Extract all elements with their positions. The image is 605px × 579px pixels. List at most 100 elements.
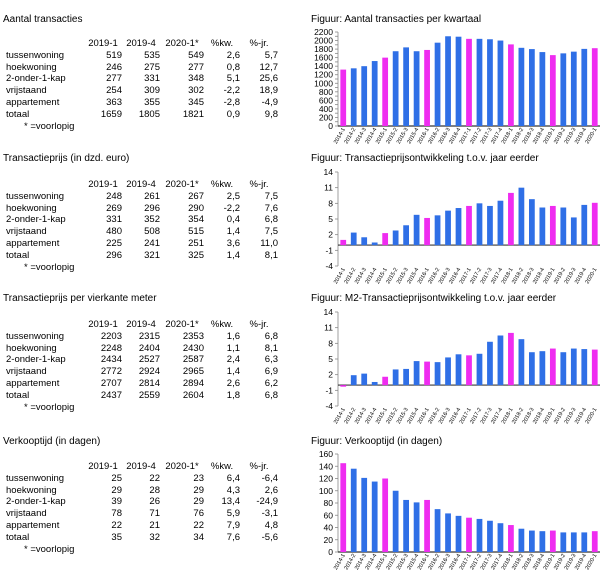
table-cell: 7,5 xyxy=(264,190,278,202)
bar xyxy=(424,361,430,386)
table-cell: 5,7 xyxy=(264,49,278,61)
column-header: %-jr. xyxy=(249,38,269,49)
y-tick-label: 2 xyxy=(328,370,333,380)
bar xyxy=(413,361,420,386)
y-tick-label: 400 xyxy=(319,104,333,114)
bar xyxy=(497,40,504,126)
bar xyxy=(549,348,556,386)
bar xyxy=(539,52,546,126)
table-cell: 1821 xyxy=(182,108,204,120)
footnote: * =voorlopig xyxy=(24,261,75,273)
y-tick-label: 11 xyxy=(324,323,333,333)
table-row: hoekwoning 269 296 290 -2,2 7,6 xyxy=(6,203,278,215)
column-header: 2019-4 xyxy=(126,38,156,49)
table-cell: 2,6 xyxy=(226,377,240,389)
bar xyxy=(560,207,567,246)
bar xyxy=(403,47,409,126)
table-row: tussenwoning 519 535 549 2,6 5,7 xyxy=(6,50,278,62)
table-cell: 267 xyxy=(188,190,204,202)
bar xyxy=(508,192,514,246)
table-cell: 78 xyxy=(111,508,122,520)
row-label: vrijstaand xyxy=(6,226,47,238)
table-cell: 549 xyxy=(188,49,204,61)
table-cell: 2434 xyxy=(100,354,122,366)
column-header: 2020-1* xyxy=(165,461,199,472)
table-cell: 355 xyxy=(144,96,160,108)
table-row: vrijstaand 480 508 515 1,4 7,5 xyxy=(6,226,278,238)
row-label: 2-onder-1-kap xyxy=(6,214,66,226)
column-header: 2019-1 xyxy=(88,319,118,330)
table-cell: 18,9 xyxy=(259,85,279,97)
bar xyxy=(476,38,483,127)
bar xyxy=(581,532,588,552)
bar xyxy=(361,477,368,552)
table-cell: 241 xyxy=(144,237,160,249)
table-row: 2-onder-1-kap 39 26 29 13,4 -24,9 xyxy=(6,496,278,508)
table-cell: 2315 xyxy=(138,330,160,342)
column-header: %kw. xyxy=(210,38,234,49)
table-cell: 246 xyxy=(106,61,122,73)
bar xyxy=(361,237,368,246)
table-cell: 5,1 xyxy=(226,73,240,85)
table-cell: 8,1 xyxy=(264,342,278,354)
table-cell: 5,9 xyxy=(226,508,240,520)
table-cell: 11,0 xyxy=(260,237,278,249)
bar xyxy=(361,66,368,126)
bar xyxy=(340,239,347,246)
row-label: vrijstaand xyxy=(6,85,47,97)
y-tick-label: -4 xyxy=(325,401,333,411)
bar xyxy=(497,335,504,386)
table-cell: 6,4 xyxy=(226,472,240,484)
row-label: totaal xyxy=(6,531,30,543)
bar xyxy=(403,368,409,386)
bar xyxy=(591,48,598,126)
table-cell: 6,3 xyxy=(264,354,278,366)
stats-table: 2019-1 2019-4 2020-1* %kw. %-jr. tussenwoning… xyxy=(6,179,278,273)
table-cell: 277 xyxy=(106,73,122,85)
table-cell: 2404 xyxy=(138,342,160,354)
table-cell: 12,7 xyxy=(259,61,279,73)
bar xyxy=(518,47,525,126)
table-cell: 6,8 xyxy=(264,214,278,226)
footnote: * =voorlopig xyxy=(24,543,75,555)
table-header-row: 2019-1 2019-4 2020-1* %kw. %-jr. xyxy=(6,179,278,191)
footnote: * =voorlopig xyxy=(24,120,75,132)
table-cell: 261 xyxy=(144,190,160,202)
table-cell: 1,1 xyxy=(226,342,240,354)
table-row: vrijstaand 254 309 302 -2,2 18,9 xyxy=(6,85,278,97)
table-cell: 254 xyxy=(106,85,122,97)
bar xyxy=(382,376,389,386)
table-cell: 2,6 xyxy=(264,484,278,496)
bar xyxy=(539,207,546,246)
table-cell: 0,8 xyxy=(226,61,240,73)
bar xyxy=(340,385,347,387)
table-header-row: 2019-1 2019-4 2020-1* %kw. %-jr. xyxy=(6,38,278,50)
table-cell: 2437 xyxy=(100,389,122,401)
table-cell: 29 xyxy=(193,484,204,496)
table-row: hoekwoning 29 28 29 4,3 2,6 xyxy=(6,485,278,497)
bar xyxy=(466,205,472,246)
table-cell: 251 xyxy=(188,237,204,249)
table-cell: 1,4 xyxy=(226,226,240,238)
bar xyxy=(497,523,504,552)
table-row: 2-onder-1-kap 2434 2527 2587 2,4 6,3 xyxy=(6,354,278,366)
bar xyxy=(455,36,462,127)
table-cell: 2248 xyxy=(100,342,122,354)
table-cell: 9,8 xyxy=(264,108,278,120)
y-tick-label: -4 xyxy=(325,261,333,271)
table-cell: 508 xyxy=(144,226,160,238)
bar xyxy=(455,354,462,386)
bar xyxy=(403,499,409,552)
table-cell: 4,3 xyxy=(226,484,240,496)
table-cell: 7,5 xyxy=(264,226,278,238)
table-cell: 32 xyxy=(149,531,160,543)
table-cell: 345 xyxy=(188,96,204,108)
bar xyxy=(455,208,462,246)
y-tick-label: 8 xyxy=(328,338,333,348)
table-cell: 480 xyxy=(106,226,122,238)
table-header-row: 2019-1 2019-4 2020-1* %kw. %-jr. xyxy=(6,461,278,473)
bar xyxy=(570,532,577,552)
bar xyxy=(497,200,504,246)
table-cell: 2527 xyxy=(138,354,160,366)
column-header xyxy=(6,461,84,473)
